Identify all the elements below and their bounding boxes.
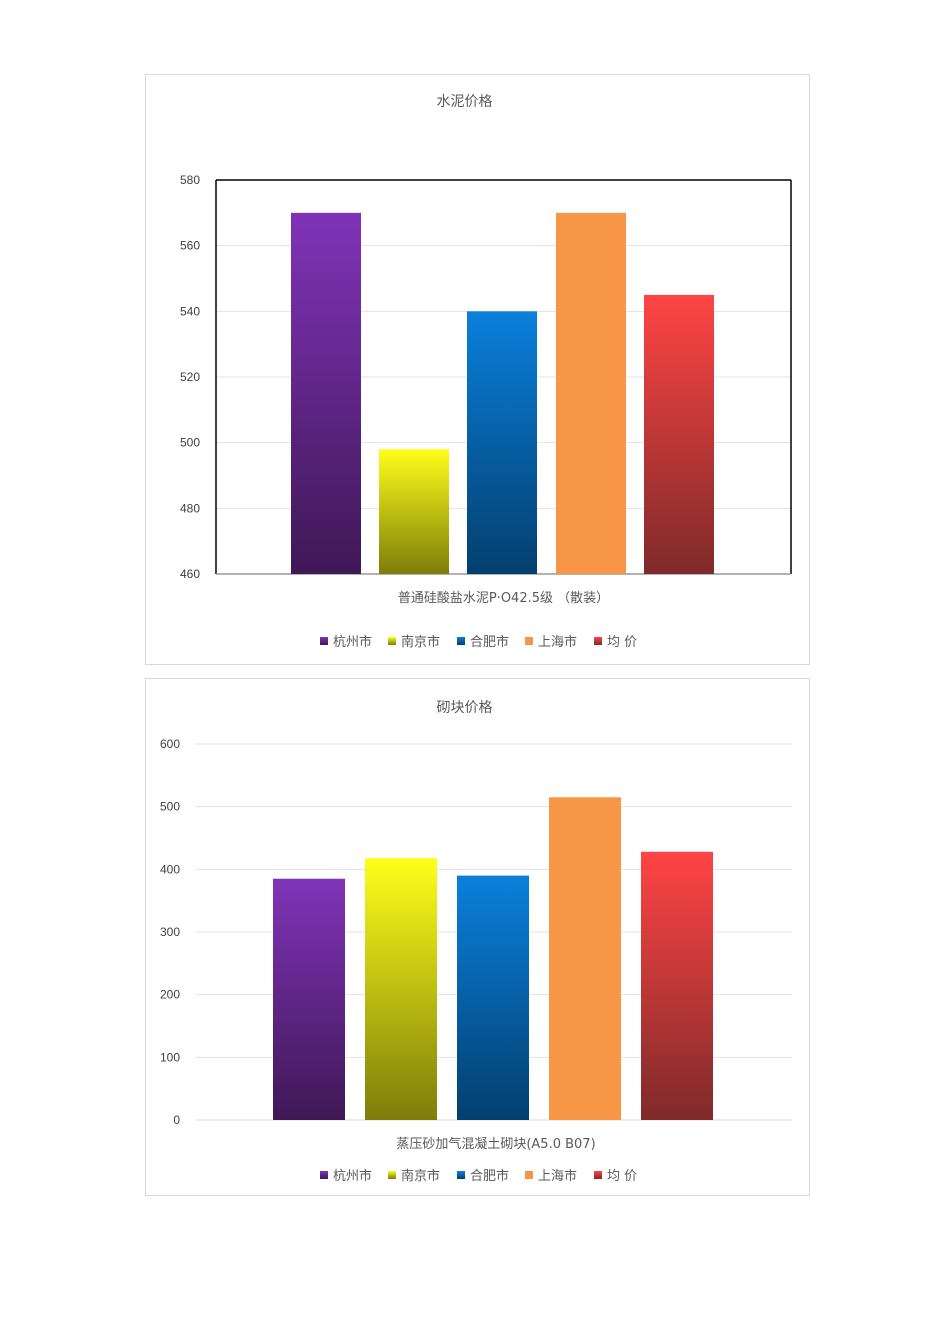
bar-3	[549, 797, 621, 1120]
x-category-label: 蒸压砂加气混凝土砌块(A5.0 B07)	[396, 1136, 595, 1152]
y-tick-label: 400	[160, 862, 180, 876]
legend-marker	[594, 1171, 602, 1179]
y-tick-label: 460	[180, 567, 200, 581]
bar-1	[365, 858, 437, 1120]
legend-label: 南京市	[401, 634, 440, 650]
legend-marker	[457, 1171, 465, 1179]
y-tick-label: 520	[180, 370, 200, 384]
chart-title: 水泥价格	[437, 94, 493, 110]
y-tick-label: 200	[160, 988, 180, 1002]
bar-0	[273, 878, 345, 1120]
y-tick-label: 300	[160, 925, 180, 939]
legend-label: 均 价	[607, 1169, 637, 1184]
legend-marker	[320, 1171, 328, 1179]
y-tick-label: 480	[180, 501, 200, 515]
y-tick-label: 500	[160, 800, 180, 814]
bar-3	[556, 212, 626, 575]
x-category-label: 普通硅酸盐水泥P·O42.5级 （散装）	[398, 591, 609, 606]
legend-label: 上海市	[538, 1168, 577, 1184]
legend-marker	[320, 637, 328, 645]
legend-marker	[388, 637, 396, 645]
legend-label: 合肥市	[470, 634, 509, 650]
legend-marker	[457, 637, 465, 645]
bar-1	[379, 449, 449, 574]
y-tick-label: 540	[180, 304, 200, 318]
y-tick-label: 600	[160, 737, 180, 751]
bar-0	[291, 212, 361, 575]
y-tick-label: 500	[180, 436, 200, 450]
block-price-chart: 砌块价格 0 100 200 300 400 500 600 蒸压砂加气混凝土砌块(A5.0 B…	[145, 678, 810, 1196]
legend-label: 杭州市	[333, 634, 372, 650]
bar-2	[467, 311, 537, 574]
bar-4	[641, 851, 713, 1120]
cement-chart-canvas: 水泥价格 460 480 500 520 540 560 580 普通硅酸盐水泥P·O42.5级…	[180, 94, 792, 650]
legend-marker	[525, 1171, 533, 1179]
y-tick-label: 560	[180, 239, 200, 253]
legend-label: 上海市	[538, 634, 577, 650]
legend-label: 杭州市	[333, 1168, 372, 1184]
bar-2	[457, 875, 529, 1120]
cement-price-chart: 水泥价格 460 480 500 520 540 560 580 普通硅酸盐水泥P·O42.5级…	[145, 74, 810, 665]
legend-marker	[388, 1171, 396, 1179]
chart-title: 砌块价格	[437, 700, 493, 716]
bar-4	[644, 294, 714, 574]
legend-label: 均 价	[607, 635, 637, 650]
legend-marker	[594, 637, 602, 645]
y-tick-label: 580	[180, 173, 200, 187]
block-chart-canvas: 砌块价格 0 100 200 300 400 500 600 蒸压砂加气混凝土砌块(A5.0 B…	[160, 700, 792, 1184]
y-tick-label: 0	[173, 1113, 180, 1127]
legend-marker	[525, 637, 533, 645]
legend-label: 南京市	[401, 1168, 440, 1184]
y-tick-label: 100	[160, 1050, 180, 1064]
legend-label: 合肥市	[470, 1168, 509, 1184]
